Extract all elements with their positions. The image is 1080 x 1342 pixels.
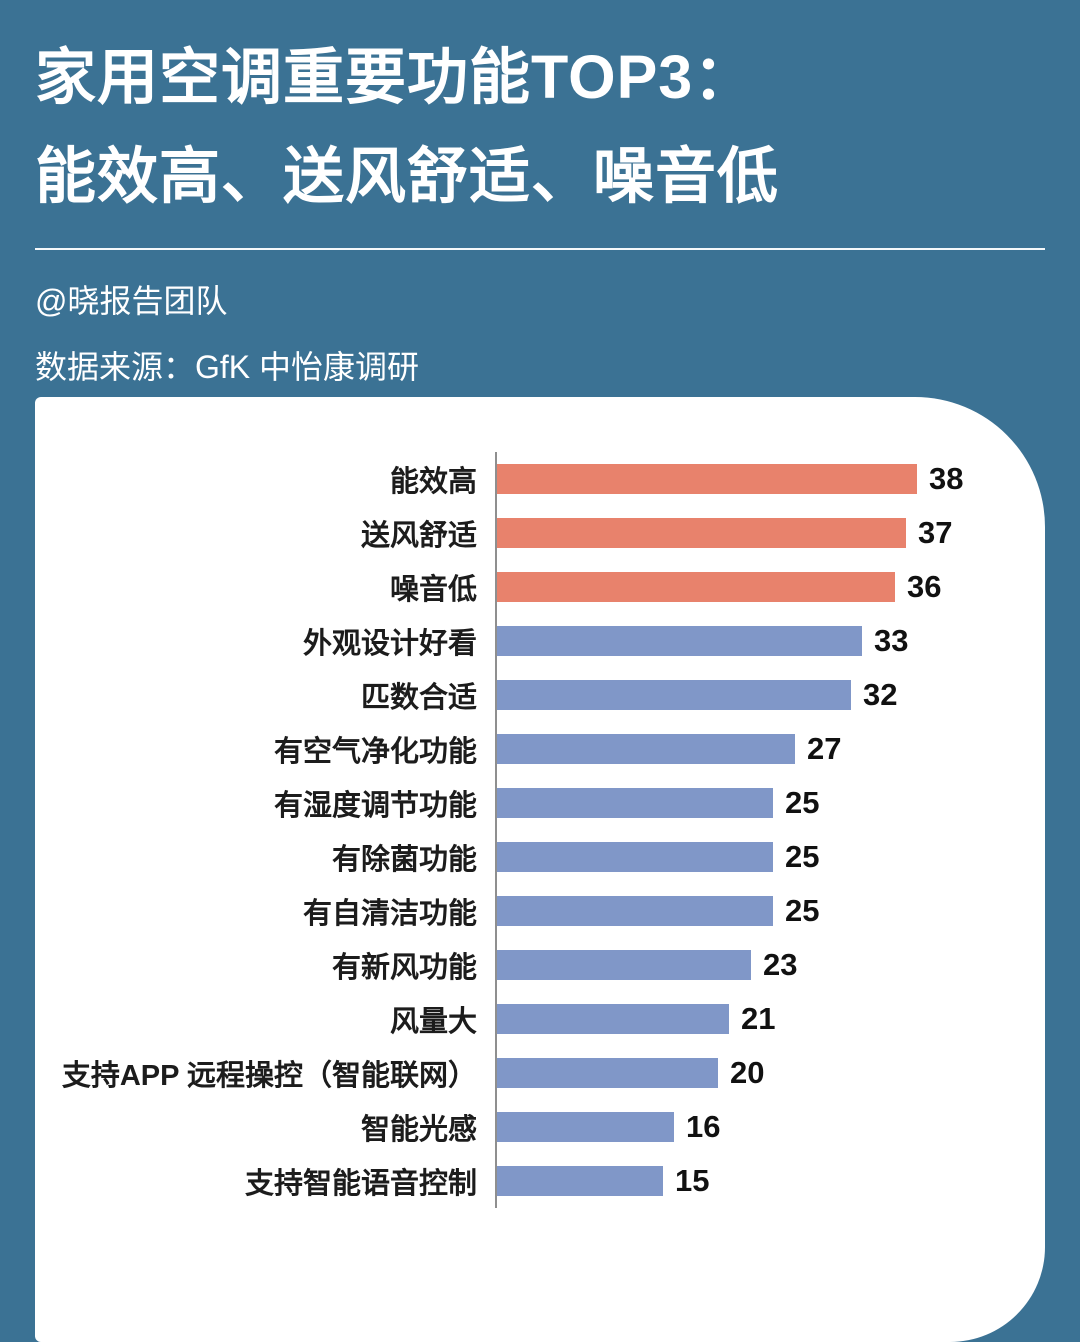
bar-value: 25: [785, 839, 820, 874]
bar-value: 25: [785, 893, 820, 928]
bar: [497, 572, 895, 602]
bar-value: 16: [686, 1109, 721, 1144]
chart-row: 有新风功能 23: [55, 938, 1005, 992]
bar-label: 外观设计好看: [302, 628, 477, 660]
bar: [497, 788, 773, 818]
author-credit: @晓报告团队: [35, 282, 228, 319]
bar-value: 23: [763, 947, 798, 982]
title-divider: [35, 247, 1045, 250]
data-source: 数据来源：GfK 中怡康调研: [35, 348, 420, 385]
bar: [497, 626, 862, 656]
bar-track: 25: [495, 830, 1005, 884]
bar-value: 36: [907, 569, 942, 604]
bar: [497, 950, 751, 980]
bar: [497, 680, 851, 710]
chart-row: 送风舒适 37: [55, 506, 1005, 560]
chart-row: 支持APP 远程操控（智能联网） 20: [55, 1046, 1005, 1100]
bar: [497, 518, 906, 548]
chart-row: 外观设计好看 33: [55, 614, 1005, 668]
bar-track: 25: [495, 776, 1005, 830]
bar-value: 20: [730, 1055, 765, 1090]
chart-row: 支持智能语音控制 15: [55, 1154, 1005, 1208]
bar: [497, 1112, 674, 1142]
title-line-2: 能效高、送风舒适、噪音低: [35, 141, 780, 210]
bar-track: 37: [495, 506, 1005, 560]
bar-label: 有湿度调节功能: [273, 790, 477, 822]
bar-track: 32: [495, 668, 1005, 722]
bar: [497, 734, 795, 764]
bar-label: 能效高: [389, 466, 477, 498]
bar-track: 21: [495, 992, 1005, 1046]
bar-label: 有新风功能: [331, 952, 477, 984]
bar-value: 32: [863, 677, 898, 712]
chart-row: 噪音低 36: [55, 560, 1005, 614]
bar-track: 15: [495, 1154, 1005, 1208]
bar-label: 送风舒适: [360, 520, 477, 552]
bar: [497, 842, 773, 872]
chart-row: 有湿度调节功能 25: [55, 776, 1005, 830]
poster-header: 家用空调重要功能TOP3： 能效高、送风舒适、噪音低 @晓报告团队 数据来源：G…: [0, 0, 1080, 388]
bar-track: 36: [495, 560, 1005, 614]
bar-label: 有除菌功能: [331, 844, 477, 876]
chart-row: 风量大 21: [55, 992, 1005, 1046]
bar-value: 25: [785, 785, 820, 820]
bar-label: 有自清洁功能: [302, 898, 477, 930]
bar: [497, 464, 917, 494]
bar-track: 16: [495, 1100, 1005, 1154]
bar-value: 38: [929, 461, 964, 496]
bar-value: 27: [807, 731, 842, 766]
title-line-1: 家用空调重要功能TOP3：: [35, 43, 756, 111]
bar-track: 27: [495, 722, 1005, 776]
chart-row: 有空气净化功能 27: [55, 722, 1005, 776]
bar: [497, 1004, 729, 1034]
bar-label: 噪音低: [389, 574, 477, 606]
bar-value: 37: [918, 515, 953, 550]
bar-track: 33: [495, 614, 1005, 668]
chart-row: 智能光感 16: [55, 1100, 1005, 1154]
bar-label: 支持智能语音控制: [244, 1168, 477, 1200]
bar-value: 33: [874, 623, 909, 658]
bar-track: 25: [495, 884, 1005, 938]
bar-track: 38: [495, 452, 1005, 506]
chart-row: 匹数合适 32: [55, 668, 1005, 722]
bar: [497, 1166, 663, 1196]
bar-track: 23: [495, 938, 1005, 992]
bar-chart: 能效高 38 送风舒适 37 噪音低 36 外观设计好看 33 匹数合适 32 有空气净化功能 27 有…: [55, 452, 1005, 1208]
bar-label: 匹数合适: [360, 682, 477, 714]
bar-label: 支持APP 远程操控（智能联网）: [61, 1060, 477, 1092]
bar-value: 21: [741, 1001, 776, 1036]
bar-label: 有空气净化功能: [273, 736, 477, 768]
bar-track: 20: [495, 1046, 1005, 1100]
bar-label: 智能光感: [360, 1114, 477, 1146]
bar: [497, 1058, 718, 1088]
bar: [497, 896, 773, 926]
page-title: 家用空调重要功能TOP3： 能效高、送风舒适、噪音低: [35, 28, 1045, 226]
chart-row: 有自清洁功能 25: [55, 884, 1005, 938]
chart-card: 能效高 38 送风舒适 37 噪音低 36 外观设计好看 33 匹数合适 32 有空气净化功能 27 有…: [35, 397, 1045, 1342]
bar-value: 15: [675, 1163, 710, 1198]
bar-label: 风量大: [389, 1006, 477, 1038]
chart-row: 能效高 38: [55, 452, 1005, 506]
chart-row: 有除菌功能 25: [55, 830, 1005, 884]
